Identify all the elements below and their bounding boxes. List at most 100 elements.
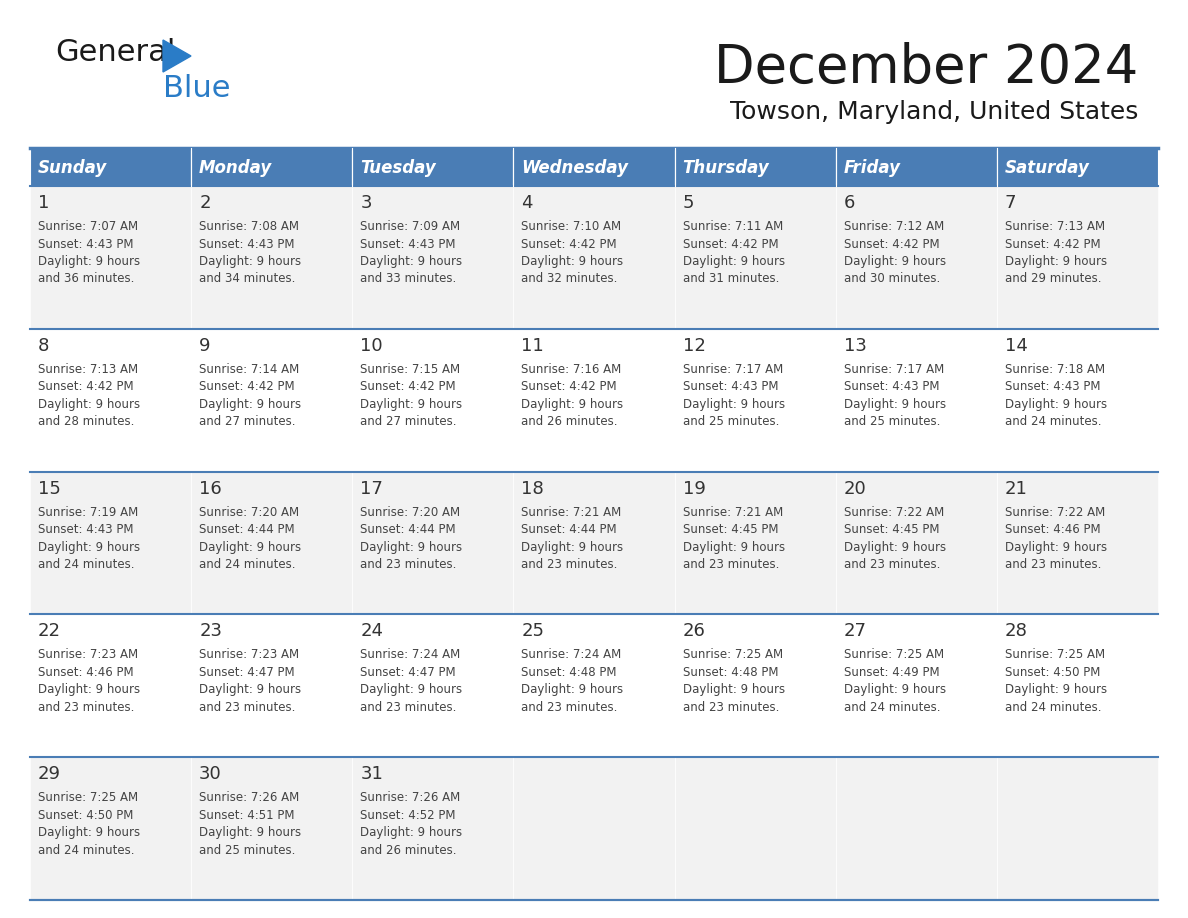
Bar [675,148,835,186]
Text: Daylight: 9 hours: Daylight: 9 hours [843,683,946,697]
Text: and 25 minutes.: and 25 minutes. [200,844,296,856]
Text: Daylight: 9 hours: Daylight: 9 hours [200,541,302,554]
Text: Sunrise: 7:16 AM: Sunrise: 7:16 AM [522,363,621,375]
Text: 10: 10 [360,337,383,354]
Text: Daylight: 9 hours: Daylight: 9 hours [522,683,624,697]
Text: Sunset: 4:43 PM: Sunset: 4:43 PM [843,380,940,393]
Text: 12: 12 [683,337,706,354]
Text: 23: 23 [200,622,222,641]
Text: and 26 minutes.: and 26 minutes. [360,844,456,856]
Text: 19: 19 [683,479,706,498]
Bar [835,614,997,757]
Text: 1: 1 [38,194,50,212]
Bar [353,329,513,472]
Text: and 23 minutes.: and 23 minutes. [360,701,456,714]
Text: and 24 minutes.: and 24 minutes. [38,558,134,571]
Bar [997,757,1158,900]
Text: Daylight: 9 hours: Daylight: 9 hours [683,683,785,697]
Bar [997,148,1158,186]
Text: and 23 minutes.: and 23 minutes. [200,701,296,714]
Text: Blue: Blue [163,74,230,103]
Text: Daylight: 9 hours: Daylight: 9 hours [683,397,785,410]
Bar [835,186,997,329]
Text: Daylight: 9 hours: Daylight: 9 hours [843,397,946,410]
Text: Sunday: Sunday [38,159,107,177]
Text: Sunset: 4:48 PM: Sunset: 4:48 PM [522,666,617,679]
Text: Sunset: 4:42 PM: Sunset: 4:42 PM [38,380,133,393]
Bar [353,148,513,186]
Text: and 32 minutes.: and 32 minutes. [522,273,618,285]
Text: Daylight: 9 hours: Daylight: 9 hours [1005,397,1107,410]
Text: Daylight: 9 hours: Daylight: 9 hours [360,255,462,268]
Text: Sunrise: 7:21 AM: Sunrise: 7:21 AM [522,506,621,519]
Text: 15: 15 [38,479,61,498]
Text: Sunset: 4:46 PM: Sunset: 4:46 PM [1005,523,1100,536]
Text: and 24 minutes.: and 24 minutes. [38,844,134,856]
Text: Daylight: 9 hours: Daylight: 9 hours [200,826,302,839]
Text: Sunset: 4:43 PM: Sunset: 4:43 PM [1005,380,1100,393]
Text: Sunrise: 7:20 AM: Sunrise: 7:20 AM [200,506,299,519]
Text: 20: 20 [843,479,866,498]
Bar [30,472,191,614]
Text: Daylight: 9 hours: Daylight: 9 hours [200,683,302,697]
Text: 2: 2 [200,194,210,212]
Text: 9: 9 [200,337,210,354]
Text: and 23 minutes.: and 23 minutes. [38,701,134,714]
Text: and 23 minutes.: and 23 minutes. [522,558,618,571]
Text: 28: 28 [1005,622,1028,641]
Bar [675,472,835,614]
Text: Sunrise: 7:22 AM: Sunrise: 7:22 AM [1005,506,1105,519]
Text: Sunset: 4:44 PM: Sunset: 4:44 PM [200,523,295,536]
Text: Daylight: 9 hours: Daylight: 9 hours [1005,541,1107,554]
Bar [30,186,191,329]
Text: and 26 minutes.: and 26 minutes. [522,415,618,429]
Text: 7: 7 [1005,194,1017,212]
Text: Daylight: 9 hours: Daylight: 9 hours [38,826,140,839]
Text: and 29 minutes.: and 29 minutes. [1005,273,1101,285]
Bar [30,148,191,186]
Text: Daylight: 9 hours: Daylight: 9 hours [843,255,946,268]
Text: 29: 29 [38,766,61,783]
Text: Sunset: 4:43 PM: Sunset: 4:43 PM [38,523,133,536]
Text: Sunset: 4:42 PM: Sunset: 4:42 PM [360,380,456,393]
Bar [513,472,675,614]
Text: Sunrise: 7:07 AM: Sunrise: 7:07 AM [38,220,138,233]
Bar [675,614,835,757]
Text: Sunset: 4:51 PM: Sunset: 4:51 PM [200,809,295,822]
Text: 3: 3 [360,194,372,212]
Text: Daylight: 9 hours: Daylight: 9 hours [360,541,462,554]
Text: Daylight: 9 hours: Daylight: 9 hours [200,397,302,410]
Text: Sunrise: 7:26 AM: Sunrise: 7:26 AM [360,791,461,804]
Text: Sunrise: 7:15 AM: Sunrise: 7:15 AM [360,363,461,375]
Text: Sunrise: 7:14 AM: Sunrise: 7:14 AM [200,363,299,375]
Bar [675,757,835,900]
Text: and 30 minutes.: and 30 minutes. [843,273,940,285]
Text: December 2024: December 2024 [714,42,1138,94]
Text: Sunset: 4:43 PM: Sunset: 4:43 PM [200,238,295,251]
Bar [513,186,675,329]
Text: Sunset: 4:42 PM: Sunset: 4:42 PM [683,238,778,251]
Text: Daylight: 9 hours: Daylight: 9 hours [360,826,462,839]
Bar [835,329,997,472]
Text: and 27 minutes.: and 27 minutes. [360,415,456,429]
Text: Daylight: 9 hours: Daylight: 9 hours [200,255,302,268]
Bar [997,186,1158,329]
Text: 8: 8 [38,337,50,354]
Bar [191,472,353,614]
Text: Sunrise: 7:18 AM: Sunrise: 7:18 AM [1005,363,1105,375]
Text: 24: 24 [360,622,384,641]
Text: Daylight: 9 hours: Daylight: 9 hours [1005,683,1107,697]
Text: Sunrise: 7:17 AM: Sunrise: 7:17 AM [683,363,783,375]
Text: Sunrise: 7:13 AM: Sunrise: 7:13 AM [38,363,138,375]
Bar [675,186,835,329]
Text: 16: 16 [200,479,222,498]
Bar [353,757,513,900]
Text: Sunrise: 7:20 AM: Sunrise: 7:20 AM [360,506,461,519]
Bar [30,757,191,900]
Bar [997,614,1158,757]
Text: 4: 4 [522,194,533,212]
Bar [353,614,513,757]
Text: and 23 minutes.: and 23 minutes. [683,558,779,571]
Text: 17: 17 [360,479,384,498]
Text: 14: 14 [1005,337,1028,354]
